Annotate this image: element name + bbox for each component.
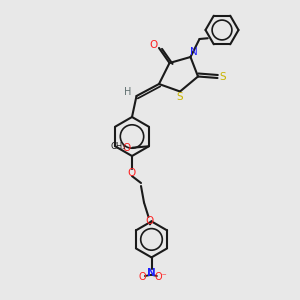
Text: O: O	[128, 167, 136, 178]
Text: S: S	[220, 71, 226, 82]
Text: O: O	[149, 40, 158, 50]
Text: S: S	[176, 92, 183, 102]
Text: N: N	[147, 268, 156, 278]
Text: O: O	[146, 215, 154, 226]
Text: N: N	[190, 46, 197, 57]
Text: H: H	[124, 87, 131, 98]
Text: CH₃: CH₃	[110, 142, 126, 151]
Text: O: O	[122, 143, 130, 153]
Text: O: O	[138, 272, 146, 282]
Text: O⁻: O⁻	[154, 272, 167, 282]
